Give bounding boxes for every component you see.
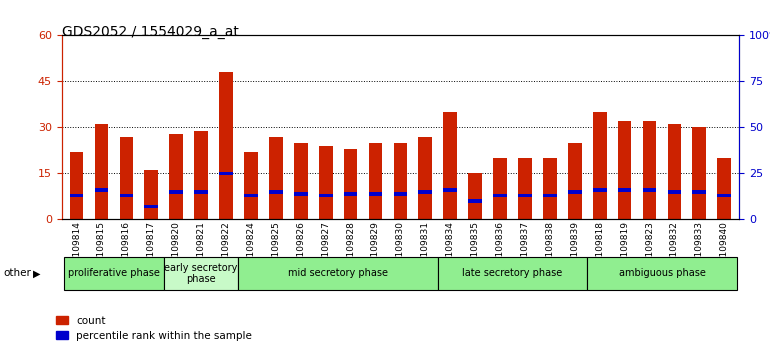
Text: GSM109820: GSM109820 bbox=[172, 221, 181, 276]
Bar bbox=[369, 143, 383, 219]
Bar bbox=[119, 194, 133, 198]
Bar bbox=[543, 194, 557, 198]
Bar bbox=[294, 143, 307, 219]
Bar bbox=[244, 194, 258, 198]
Bar bbox=[468, 173, 482, 219]
Bar bbox=[95, 124, 109, 219]
Bar bbox=[668, 124, 681, 219]
Text: GSM109839: GSM109839 bbox=[571, 221, 579, 276]
Bar bbox=[219, 72, 233, 219]
Text: early secretory
phase: early secretory phase bbox=[165, 263, 238, 284]
Text: GSM109826: GSM109826 bbox=[296, 221, 305, 276]
Bar bbox=[369, 192, 383, 195]
Bar bbox=[494, 194, 507, 198]
Bar bbox=[418, 190, 432, 194]
Text: GSM109829: GSM109829 bbox=[371, 221, 380, 276]
Bar bbox=[194, 190, 208, 194]
Text: GSM109827: GSM109827 bbox=[321, 221, 330, 276]
Bar bbox=[294, 192, 307, 195]
Text: GSM109830: GSM109830 bbox=[396, 221, 405, 276]
Bar bbox=[269, 137, 283, 219]
Text: GSM109840: GSM109840 bbox=[720, 221, 728, 276]
FancyBboxPatch shape bbox=[64, 257, 164, 290]
Text: GSM109815: GSM109815 bbox=[97, 221, 106, 276]
Bar bbox=[718, 194, 731, 198]
Bar bbox=[194, 131, 208, 219]
FancyBboxPatch shape bbox=[164, 257, 239, 290]
Bar bbox=[393, 143, 407, 219]
Bar bbox=[444, 112, 457, 219]
Bar bbox=[718, 158, 731, 219]
Bar bbox=[119, 137, 133, 219]
Bar bbox=[468, 199, 482, 203]
Text: GSM109825: GSM109825 bbox=[271, 221, 280, 276]
Bar bbox=[269, 190, 283, 194]
Bar bbox=[319, 194, 333, 198]
Text: other: other bbox=[4, 268, 32, 278]
Bar bbox=[418, 137, 432, 219]
Bar bbox=[692, 190, 706, 194]
Bar bbox=[643, 188, 656, 192]
Text: GSM109814: GSM109814 bbox=[72, 221, 81, 276]
Bar bbox=[393, 192, 407, 195]
Text: GSM109818: GSM109818 bbox=[595, 221, 604, 276]
Text: proliferative phase: proliferative phase bbox=[68, 268, 160, 279]
Text: GDS2052 / 1554029_a_at: GDS2052 / 1554029_a_at bbox=[62, 25, 239, 39]
Bar bbox=[244, 152, 258, 219]
Bar bbox=[319, 146, 333, 219]
Text: GSM109823: GSM109823 bbox=[645, 221, 654, 276]
Bar bbox=[618, 188, 631, 192]
FancyBboxPatch shape bbox=[588, 257, 737, 290]
Bar bbox=[145, 205, 158, 209]
Bar bbox=[145, 170, 158, 219]
Text: GSM109831: GSM109831 bbox=[421, 221, 430, 276]
Text: GSM109828: GSM109828 bbox=[346, 221, 355, 276]
Text: GSM109836: GSM109836 bbox=[496, 221, 504, 276]
Text: GSM109832: GSM109832 bbox=[670, 221, 679, 276]
Bar bbox=[343, 149, 357, 219]
Bar bbox=[95, 188, 109, 192]
Text: ▶: ▶ bbox=[33, 268, 41, 278]
Bar bbox=[169, 190, 183, 194]
Bar bbox=[343, 192, 357, 195]
Bar bbox=[618, 121, 631, 219]
Legend: count, percentile rank within the sample: count, percentile rank within the sample bbox=[52, 312, 256, 345]
Text: GSM109837: GSM109837 bbox=[521, 221, 530, 276]
Bar bbox=[494, 158, 507, 219]
Bar bbox=[518, 194, 532, 198]
Bar bbox=[219, 172, 233, 175]
Bar bbox=[70, 194, 83, 198]
Text: GSM109838: GSM109838 bbox=[545, 221, 554, 276]
Text: GSM109819: GSM109819 bbox=[620, 221, 629, 276]
Bar bbox=[568, 190, 581, 194]
Bar bbox=[692, 127, 706, 219]
Text: GSM109834: GSM109834 bbox=[446, 221, 455, 276]
Text: GSM109833: GSM109833 bbox=[695, 221, 704, 276]
Bar bbox=[593, 188, 607, 192]
FancyBboxPatch shape bbox=[438, 257, 588, 290]
Text: GSM109822: GSM109822 bbox=[222, 221, 230, 276]
Bar bbox=[593, 112, 607, 219]
Text: mid secretory phase: mid secretory phase bbox=[288, 268, 388, 279]
Bar bbox=[70, 152, 83, 219]
Bar bbox=[518, 158, 532, 219]
Text: GSM109835: GSM109835 bbox=[470, 221, 480, 276]
Text: GSM109817: GSM109817 bbox=[147, 221, 156, 276]
Bar bbox=[169, 133, 183, 219]
Bar bbox=[444, 188, 457, 192]
Bar bbox=[668, 190, 681, 194]
Text: GSM109824: GSM109824 bbox=[246, 221, 256, 276]
FancyBboxPatch shape bbox=[239, 257, 438, 290]
Text: GSM109816: GSM109816 bbox=[122, 221, 131, 276]
Text: late secretory phase: late secretory phase bbox=[462, 268, 563, 279]
Text: GSM109821: GSM109821 bbox=[196, 221, 206, 276]
Bar bbox=[568, 143, 581, 219]
Text: ambiguous phase: ambiguous phase bbox=[618, 268, 705, 279]
Bar bbox=[543, 158, 557, 219]
Bar bbox=[643, 121, 656, 219]
